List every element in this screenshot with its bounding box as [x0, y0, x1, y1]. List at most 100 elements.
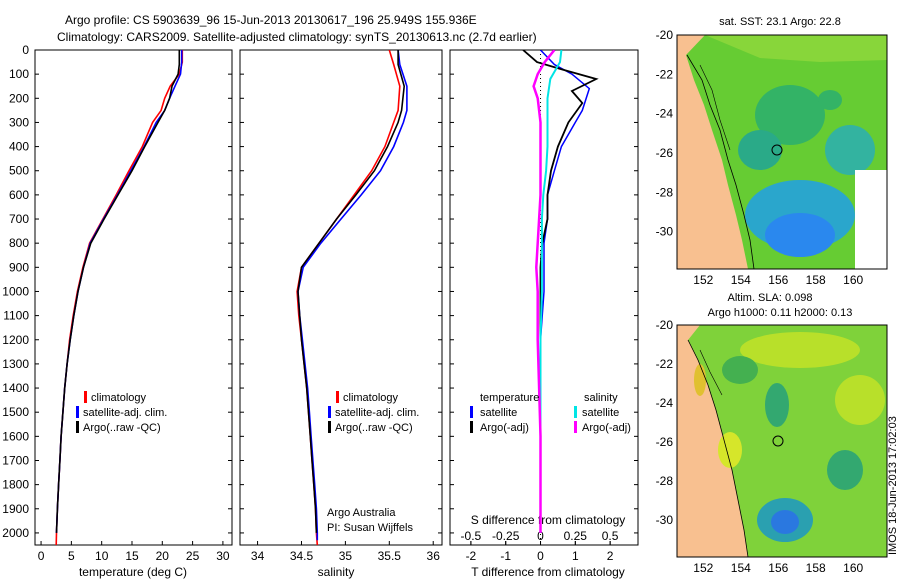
depth-tick-label: 1700 — [2, 453, 29, 467]
depth-tick-label: 1800 — [2, 478, 29, 492]
legend-label: Argo(..raw -QC) — [335, 422, 413, 434]
sst-cool-patch — [818, 90, 842, 110]
sla-map-frame — [676, 324, 888, 558]
depth-tick-label: 1900 — [2, 502, 29, 516]
sla-high-patch — [694, 364, 706, 396]
map-xtick: 156 — [768, 273, 788, 287]
legend-label: Argo(-adj) — [480, 422, 529, 434]
legend-header-salinity: salinity — [584, 392, 618, 404]
depth-tick-label: 1300 — [2, 357, 29, 371]
diff-s-xtick: 0.25 — [564, 529, 588, 543]
legend-swatch-satellite — [76, 406, 79, 418]
depth-tick-label: 500 — [9, 164, 29, 178]
legend-swatch-climatology — [84, 391, 87, 403]
temperature-panel-frame — [34, 49, 233, 546]
sla-map-subtitle: Argo h1000: 0.11 h2000: 0.13 — [708, 307, 853, 319]
bathymetry-contour — [699, 64, 731, 151]
argo-float-marker — [772, 435, 784, 447]
diff-t-xtick: -2 — [466, 549, 477, 563]
map-ytick: -30 — [656, 225, 674, 239]
map-ytick: -28 — [656, 474, 674, 488]
map-xtick: 154 — [731, 273, 751, 287]
sst-cold-patch — [765, 213, 835, 257]
temp-climatology-line — [55, 50, 184, 545]
sla-high-patch — [740, 332, 860, 368]
depth-tick-label: 100 — [9, 67, 29, 81]
temp-xtick: 20 — [156, 549, 170, 563]
depth-tick-label: 700 — [9, 212, 29, 226]
temp-xtick: 30 — [216, 549, 230, 563]
map-xtick: 160 — [843, 561, 863, 575]
sla-low-patch — [765, 383, 789, 427]
coastline — [686, 54, 755, 269]
map-ytick: -26 — [656, 146, 674, 160]
depth-tick-label: 1500 — [2, 405, 29, 419]
salinity-xtick-labels: 34 34.5 35 35.5 36 — [251, 549, 440, 563]
sst-cool-patch — [738, 130, 782, 170]
legend-swatch-climatology — [336, 391, 339, 403]
diff-s-xtick: 0.5 — [602, 529, 619, 543]
legend-swatch-s-argo — [574, 421, 577, 433]
sla-map — [677, 325, 887, 557]
axis-ticks — [35, 34, 854, 557]
sst-map-xlabels: 152 154 156 158 160 — [693, 273, 863, 287]
sla-lowest-patch — [771, 510, 799, 534]
map-xtick: 158 — [806, 561, 826, 575]
sst-map-title: sat. SST: 23.1 Argo: 22.8 — [719, 16, 841, 28]
legend-swatch-argo — [328, 421, 331, 433]
legend-label: Argo(..raw -QC) — [83, 422, 161, 434]
depth-axis-labels: 0 100 200 300 400 500 600 700 800 900 1000 1100 1200… — [2, 43, 29, 540]
diff-s-xtick: -0.25 — [492, 529, 520, 543]
sal-satellite-line — [297, 50, 408, 541]
legend-header-temperature: temperature — [480, 392, 539, 404]
no-data-mask — [855, 170, 887, 269]
map-ytick: -24 — [656, 107, 674, 121]
temp-xtick: 15 — [125, 549, 139, 563]
depth-tick-label: 1400 — [2, 381, 29, 395]
sla-low-patch — [722, 356, 758, 384]
legend-label: satellite — [480, 407, 517, 419]
map-xtick: 152 — [693, 273, 713, 287]
sal-xtick: 35 — [339, 549, 353, 563]
depth-tick-label: 1600 — [2, 429, 29, 443]
temp-xtick: 0 — [38, 549, 45, 563]
temp-xtick: 25 — [186, 549, 200, 563]
map-xtick: 160 — [843, 273, 863, 287]
legend-swatch-satellite — [328, 406, 331, 418]
temp-xtick: 5 — [68, 549, 75, 563]
diff-t-xtick: 0 — [537, 549, 544, 563]
sal-xtick: 36 — [427, 549, 441, 563]
depth-tick-label: 200 — [9, 91, 29, 105]
map-ytick: -30 — [656, 513, 674, 527]
map-xtick: 152 — [693, 561, 713, 575]
t-diff-xlabel: T difference from climatology — [471, 565, 625, 579]
depth-tick-label: 1000 — [2, 284, 29, 298]
map-ytick: -24 — [656, 396, 674, 410]
sst-map-frame — [676, 34, 888, 270]
map-xtick: 154 — [731, 561, 751, 575]
difference-legend: temperature salinity satellite Argo(-adj… — [470, 392, 631, 434]
temperature-legend: climatology satellite-adj. clim. Argo(..… — [76, 391, 167, 434]
diff-t-xtick: -1 — [500, 549, 511, 563]
depth-tick-label: 2000 — [2, 526, 29, 540]
map-xtick: 156 — [768, 561, 788, 575]
depth-tick-label: 900 — [9, 260, 29, 274]
map-ytick: -26 — [656, 435, 674, 449]
sla-low-patch — [827, 450, 863, 490]
diff-s-xtick: 0 — [537, 529, 544, 543]
diff-s-argo-line — [532, 50, 556, 533]
legend-swatch-t-satellite — [470, 406, 473, 418]
salinity-xlabel: salinity — [318, 565, 355, 579]
legend-label: satellite-adj. clim. — [83, 407, 167, 419]
salinity-panel-frame — [239, 49, 443, 546]
diff-s-xtick: -0.5 — [461, 529, 482, 543]
diff-t-xtick: 1 — [572, 549, 579, 563]
map-xtick: 158 — [806, 273, 826, 287]
sst-cool-patch — [755, 85, 825, 145]
diff-t-argo-line — [522, 50, 599, 533]
sal-xtick: 34 — [251, 549, 265, 563]
salinity-legend: climatology satellite-adj. clim. Argo(..… — [328, 391, 419, 434]
depth-tick-label: 400 — [9, 140, 29, 154]
map-ytick: -22 — [656, 67, 674, 81]
